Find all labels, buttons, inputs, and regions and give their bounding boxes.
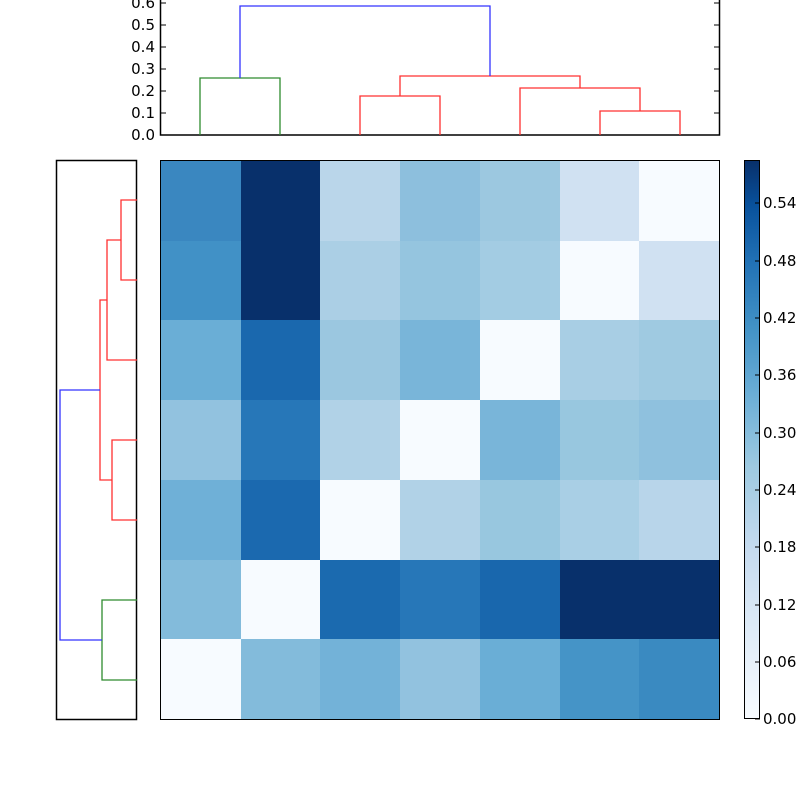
heatmap-cell [559,479,640,560]
colorbar-tick-label: 0.48 [763,252,797,270]
heatmap-cell [161,559,241,640]
heatmap-cell [240,320,321,401]
heatmap-cell [400,559,480,640]
left-dendrogram-axes [0,150,150,730]
heatmap-cell [320,320,401,401]
heatmap-cell [559,400,640,480]
heatmap-cell [559,559,640,640]
top-ytick-label: 0.2 [131,82,155,100]
dendrogram-link-red [106,239,137,361]
colorbar-tick-label: 0.54 [763,194,797,212]
heatmap-cell [240,161,321,241]
heatmap-cell [400,479,480,560]
dendrogram-link-red [99,299,112,481]
heatmap-cell [320,161,401,241]
heatmap-cell [639,240,719,321]
heatmap-cell [240,240,321,321]
dendrogram-link-red [120,199,137,281]
heatmap-cell [161,639,241,719]
heatmap-cell [559,161,640,241]
heatmap-cell [479,400,560,480]
colorbar-tick-label: 0.36 [763,366,797,384]
heatmap-cell [161,400,241,480]
heatmap-cell [639,559,719,640]
heatmap-cell [559,320,640,401]
heatmap-cell [161,479,241,560]
heatmap-cell [400,161,480,241]
heatmap-cell [639,479,719,560]
heatmap-cell [240,400,321,480]
top-ytick-label: 0.0 [131,126,155,144]
heatmap-cell [161,161,241,241]
dendrogram-link-blue [239,5,491,78]
heatmap-cell [320,240,401,321]
heatmap-cell [559,639,640,719]
top-ytick-label: 0.3 [131,60,155,78]
dendrogram-link-red [359,95,441,135]
heatmap-cell [479,161,560,241]
heatmap-cell [559,240,640,321]
heatmap-cell [479,479,560,560]
colorbar-tick-label: 0.30 [763,424,797,442]
heatmap-cell [639,161,719,241]
heatmap-cell [479,320,560,401]
heatmap-cell [400,639,480,719]
colorbar-tick-label: 0.24 [763,481,797,499]
top-ytick-label: 0.1 [131,104,155,122]
heatmap-cell [400,400,480,480]
heatmap-cell [639,400,719,480]
heatmap-cell [400,320,480,401]
heatmap-cell [639,320,719,401]
heatmap-cell [320,639,401,719]
colorbar-tick-label: 0.12 [763,596,797,614]
dendrogram-link-red [111,439,137,521]
heatmap-cell [320,400,401,480]
heatmap-cell [240,479,321,560]
heatmap-cell [240,559,321,640]
heatmap-grid [161,161,719,719]
heatmap-cell [240,639,321,719]
dendrogram-link-red [399,75,581,96]
colorbar-tick-label: 0.42 [763,309,797,327]
heatmap-cell [639,639,719,719]
top-ytick-label: 0.6 [131,0,155,12]
dendrogram-link-red [599,110,681,135]
heatmap-cell [479,639,560,719]
dendrogram-link-blue [59,389,102,641]
heatmap-cell [161,320,241,401]
dendrogram-link-green [199,77,281,135]
heatmap-axes [160,160,720,720]
top-dendrogram-plot [159,0,721,136]
top-ytick-label: 0.5 [131,16,155,34]
colorbar-tick-label: 0.18 [763,538,797,556]
heatmap-cell [479,559,560,640]
left-dendrogram-plot [55,159,138,721]
top-dendrogram-axes: 0.0 0.1 0.2 0.3 0.4 0.5 0.6 [0,0,800,150]
colorbar-tick-label: 0.00 [763,710,797,728]
colorbar-tick-label: 0.06 [763,653,797,671]
heatmap-cell [400,240,480,321]
top-ytick-label: 0.4 [131,38,155,56]
colorbar [744,160,760,719]
heatmap-cell [320,479,401,560]
heatmap-cell [161,240,241,321]
dendrogram-link-green [101,599,137,681]
heatmap-cell [479,240,560,321]
heatmap-cell [320,559,401,640]
